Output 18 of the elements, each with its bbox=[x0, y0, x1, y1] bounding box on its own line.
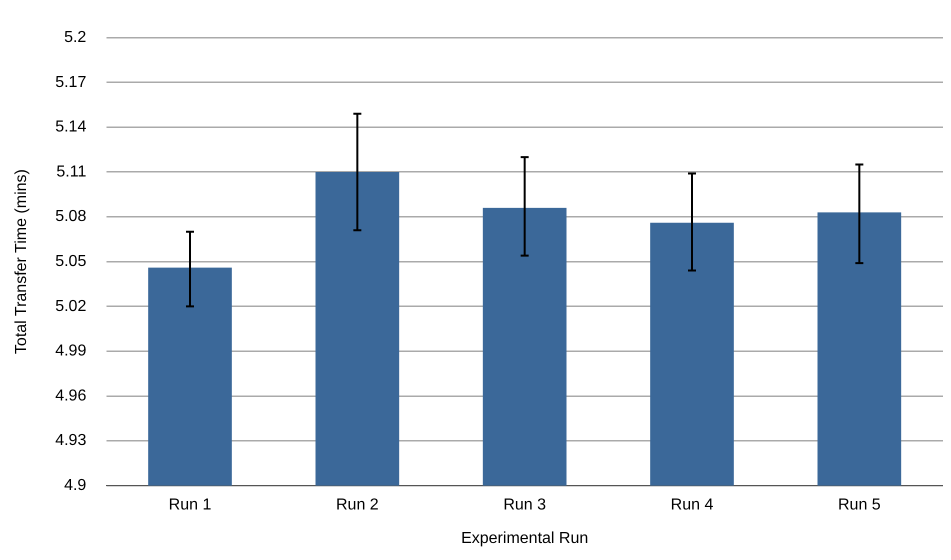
y-tick-label: 4.9 bbox=[64, 477, 86, 494]
x-tick-label: Run 1 bbox=[168, 496, 212, 514]
y-tick-label: 5.02 bbox=[55, 298, 86, 315]
x-tick-label: Run 5 bbox=[838, 496, 881, 514]
y-tick-label: 4.96 bbox=[55, 387, 86, 404]
y-tick-label: 5.2 bbox=[64, 29, 86, 46]
y-tick-label: 4.99 bbox=[55, 342, 86, 360]
y-axis-title: Total Transfer Time (mins) bbox=[13, 169, 30, 354]
x-tick-label: Run 4 bbox=[670, 496, 714, 514]
y-tick-label: 4.93 bbox=[55, 432, 86, 450]
y-tick-label: 5.17 bbox=[55, 74, 86, 91]
y-tick-label: 5.14 bbox=[55, 118, 86, 136]
x-axis-title: Experimental Run bbox=[461, 530, 588, 547]
y-tick-label: 5.08 bbox=[55, 208, 86, 226]
y-tick-label: 5.11 bbox=[56, 163, 86, 180]
x-tick-label: Run 2 bbox=[336, 496, 379, 514]
y-tick-label: 5.05 bbox=[55, 253, 86, 270]
x-tick-label: Run 3 bbox=[503, 496, 546, 514]
